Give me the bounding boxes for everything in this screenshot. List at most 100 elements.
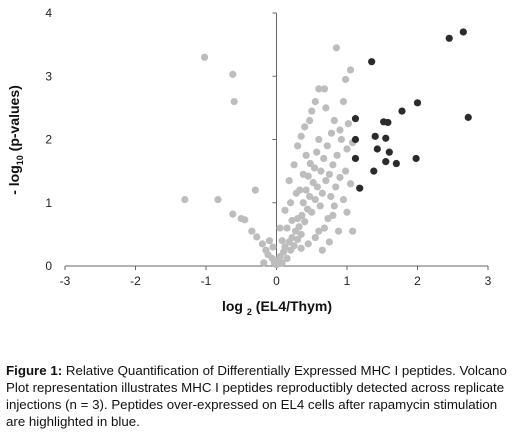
data-point	[306, 116, 314, 125]
data-point	[283, 224, 291, 232]
data-point	[285, 177, 293, 185]
data-point	[382, 134, 390, 142]
data-point	[301, 123, 309, 131]
data-point	[318, 189, 326, 197]
data-point	[315, 85, 323, 93]
data-point	[310, 164, 319, 172]
highlighted-points-series	[351, 28, 472, 192]
data-point	[370, 167, 378, 175]
data-point	[299, 170, 307, 178]
data-point	[315, 227, 323, 235]
data-point	[251, 186, 259, 194]
data-point	[339, 195, 348, 204]
plot-axes	[64, 12, 489, 270]
data-point	[413, 99, 422, 107]
data-point	[269, 243, 277, 251]
data-point	[281, 243, 289, 251]
y-tick-label: 1	[45, 196, 52, 210]
data-point	[316, 202, 324, 210]
data-point	[296, 186, 304, 194]
x-tick-label: 2	[414, 274, 421, 288]
data-point	[384, 118, 392, 127]
data-point	[317, 167, 325, 175]
y-axis-title: - log10 (p-values)	[6, 85, 25, 195]
data-point	[351, 115, 360, 123]
data-point	[464, 113, 472, 121]
data-point	[281, 206, 289, 214]
data-point	[330, 116, 338, 125]
data-point	[320, 85, 329, 93]
data-point	[311, 97, 319, 106]
data-point	[344, 120, 353, 128]
data-point	[278, 259, 286, 267]
caption-text: Relative Quantification of Differentiall…	[6, 363, 507, 429]
data-point	[229, 210, 237, 218]
data-point	[318, 246, 326, 254]
data-point	[346, 180, 355, 188]
data-point	[304, 240, 312, 248]
data-point	[214, 195, 222, 204]
data-point	[295, 223, 303, 231]
y-tick-label: 4	[45, 6, 52, 20]
data-point	[253, 233, 261, 241]
data-point	[332, 44, 341, 52]
data-point	[276, 224, 284, 232]
data-point	[327, 192, 335, 201]
data-point	[278, 237, 286, 245]
data-point	[325, 238, 333, 246]
data-point	[313, 148, 321, 156]
data-point	[392, 159, 400, 168]
data-point	[356, 184, 364, 192]
y-tick-label: 2	[45, 133, 52, 147]
gray-points-series	[181, 44, 357, 269]
data-point	[297, 244, 305, 252]
data-point	[341, 167, 350, 175]
data-point	[382, 158, 390, 166]
data-point	[341, 75, 350, 84]
data-point	[343, 208, 351, 216]
data-point	[329, 161, 337, 169]
caption-lead: Figure 1:	[6, 363, 63, 378]
data-point	[294, 214, 302, 223]
data-point	[306, 192, 314, 201]
data-point	[308, 107, 316, 115]
figure-caption: Figure 1: Relative Quantification of Dif…	[6, 362, 516, 430]
data-point	[339, 97, 348, 106]
data-point	[332, 183, 340, 191]
data-point	[230, 97, 238, 106]
data-point	[258, 240, 266, 248]
data-point	[349, 227, 357, 235]
data-point	[302, 151, 310, 159]
data-point	[371, 132, 379, 140]
data-point	[322, 177, 330, 185]
data-point	[299, 199, 307, 207]
data-point	[311, 195, 319, 204]
data-point	[283, 254, 291, 263]
data-point	[265, 237, 274, 245]
data-point	[290, 242, 298, 250]
data-point	[385, 148, 393, 156]
volcano-plot: -3 -2 -1 0 1 2 3 0 1 2 3 4 log 2 (EL4/Thym) - log10…	[6, 6, 492, 317]
x-tick-label: 3	[485, 274, 492, 288]
data-point	[320, 224, 329, 232]
data-point	[294, 235, 302, 244]
data-point	[320, 154, 328, 163]
data-point	[308, 208, 316, 216]
data-points	[181, 28, 472, 269]
x-tick-label: 0	[273, 274, 280, 288]
data-point	[333, 151, 341, 159]
data-point	[412, 154, 420, 163]
data-point	[336, 126, 344, 134]
data-point	[329, 211, 337, 219]
data-point	[336, 173, 344, 182]
data-point	[373, 145, 381, 153]
data-point	[325, 170, 333, 178]
x-tick-label: -3	[60, 274, 71, 288]
data-point	[288, 216, 296, 225]
data-point	[288, 233, 296, 242]
data-point	[260, 259, 268, 267]
data-point	[311, 233, 319, 242]
data-point	[343, 145, 351, 153]
data-point	[241, 216, 249, 224]
data-point	[459, 28, 467, 36]
